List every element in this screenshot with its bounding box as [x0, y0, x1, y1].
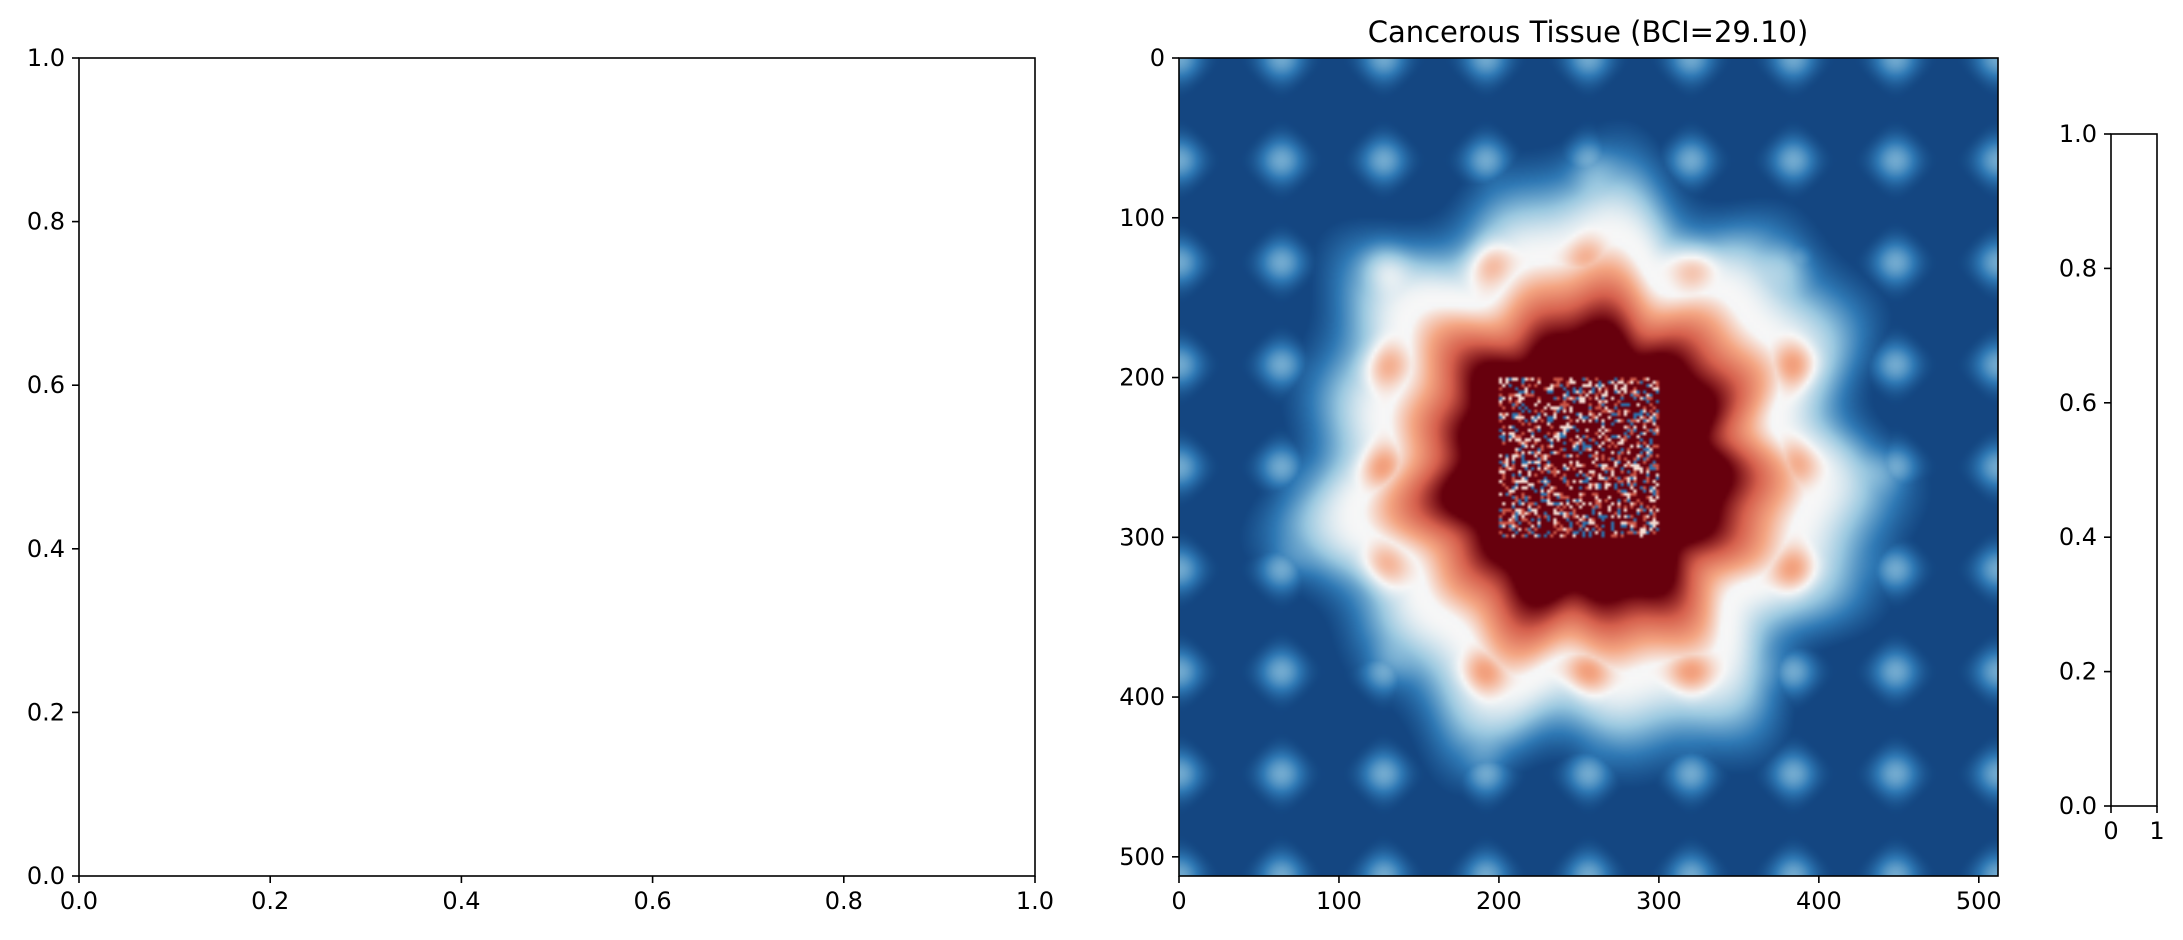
heatmap-ytick-label: 0 [1150, 44, 1165, 72]
left-xtick-label: 0.2 [251, 887, 289, 915]
heatmap-xtick-label: 0 [1171, 887, 1186, 915]
left-xtick-label: 0.0 [60, 887, 98, 915]
heatmap-xtick-label: 100 [1316, 887, 1362, 915]
heatmap-xtick-label: 200 [1476, 887, 1522, 915]
left-ytick-label: 0.0 [27, 862, 65, 890]
colorbar-ytick-label: 1.0 [2059, 120, 2097, 148]
left-ytick-label: 0.4 [27, 535, 65, 563]
heatmap-axes: Cancerous Tissue (BCI=29.10) 0 100 200 300 4… [1119, 15, 2002, 915]
heatmap-ytick-label: 200 [1119, 364, 1165, 392]
left-ytick-label: 1.0 [27, 44, 65, 72]
heatmap-xtick-label: 500 [1956, 887, 2002, 915]
heatmap-ytick-label: 300 [1119, 523, 1165, 551]
heatmap-xtick-label: 300 [1636, 887, 1682, 915]
colorbar-ytick-label: 0.2 [2059, 658, 2097, 686]
left-xtick-label: 0.8 [825, 887, 863, 915]
left-xtick-label: 1.0 [1016, 887, 1054, 915]
left-axes-frame [78, 57, 1036, 877]
left-xtick-label: 0.4 [442, 887, 480, 915]
colorbar-ytick-label: 0.6 [2059, 389, 2097, 417]
colorbar-ytick-label: 0.4 [2059, 523, 2097, 551]
heatmap-axes-frame [1178, 57, 1999, 877]
tissue-heatmap-image [1179, 58, 1998, 876]
left-y-ticks: 0.0 0.2 0.4 0.6 0.8 1.0 [27, 44, 79, 890]
left-ytick-label: 0.8 [27, 208, 65, 236]
heatmap-ytick-label: 400 [1119, 683, 1165, 711]
heatmap-xtick-label: 400 [1796, 887, 1842, 915]
colorbar-frame [2110, 133, 2158, 807]
colorbar-ytick-label: 0.0 [2059, 792, 2097, 820]
left-xtick-label: 0.6 [634, 887, 672, 915]
colorbar-y-ticks: 0.0 0.2 0.4 0.6 0.8 1.0 [2059, 120, 2111, 820]
colorbar-ytick-label: 0.8 [2059, 254, 2097, 282]
left-axes: 0.0 0.2 0.4 0.6 0.8 1.0 0.0 0.2 0.4 0.6 0.8 1.0 [27, 44, 1054, 915]
heatmap-ytick-label: 500 [1119, 843, 1165, 871]
colorbar-xtick-label: 1 [2149, 817, 2164, 845]
left-ytick-label: 0.2 [27, 698, 65, 726]
heatmap-x-ticks: 0 100 200 300 400 500 [1171, 876, 2002, 915]
left-ytick-label: 0.6 [27, 371, 65, 399]
heatmap-y-ticks: 0 100 200 300 400 500 [1119, 44, 1179, 871]
left-x-ticks: 0.0 0.2 0.4 0.6 0.8 1.0 [60, 876, 1054, 915]
heatmap-ytick-label: 100 [1119, 204, 1165, 232]
colorbar-xtick-label: 0 [2103, 817, 2118, 845]
chart-title: Cancerous Tissue (BCI=29.10) [1368, 15, 1809, 49]
